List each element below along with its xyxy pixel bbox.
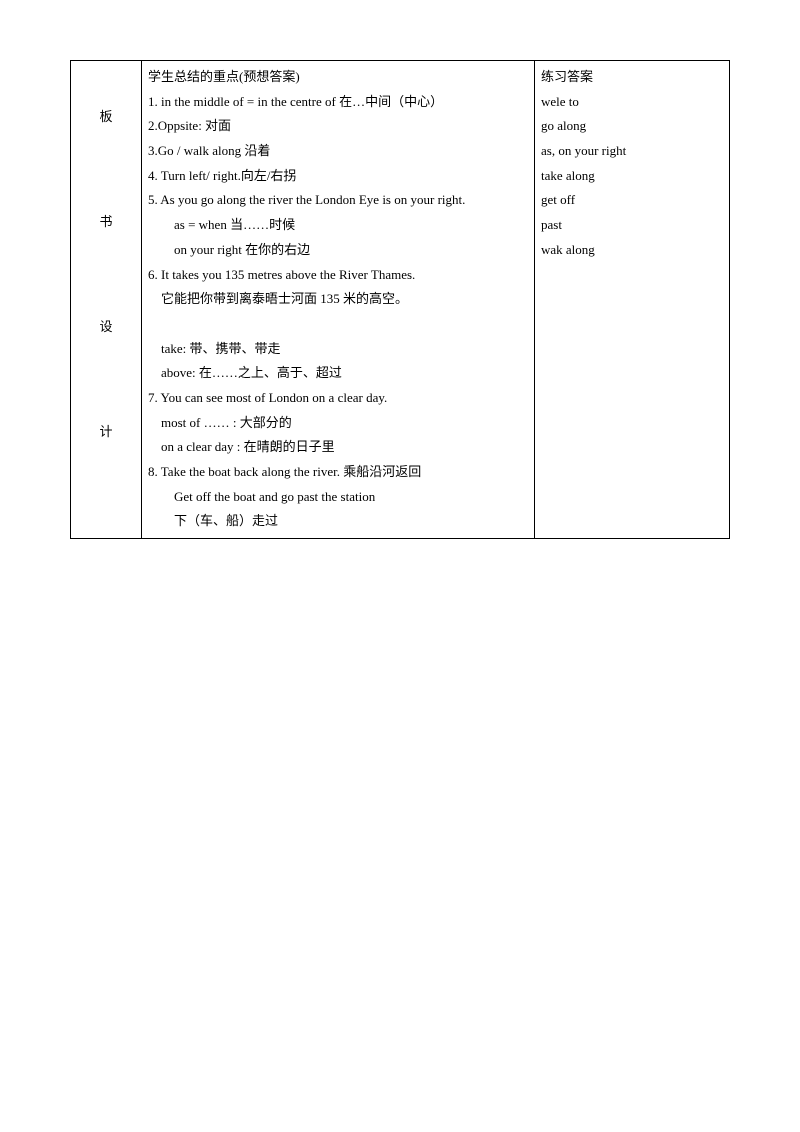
content-line-5b: on your right 在你的右边 [148, 238, 528, 263]
content-line-7: 7. You can see most of London on a clear… [148, 386, 528, 411]
content-line-7b: on a clear day : 在晴朗的日子里 [148, 435, 528, 460]
answers-cell: 练习答案 wele to go along as, on your right … [535, 61, 730, 539]
content-line-1: 1. in the middle of = in the centre of 在… [148, 90, 528, 115]
answer-6: past [541, 213, 723, 238]
content-line-6a: 它能把你带到离泰晤士河面 135 米的高空。 [148, 287, 528, 312]
content-cell: 学生总结的重点(预想答案) 1. in the middle of = in t… [142, 61, 535, 539]
content-line-8b: 下（车、船）走过 [148, 509, 528, 534]
answer-7: wak along [541, 238, 723, 263]
content-line-8: 8. Take the boat back along the river. 乘… [148, 460, 528, 485]
content-line-7a: most of …… : 大部分的 [148, 411, 528, 436]
content-line-6b: take: 带、携带、带走 [148, 337, 528, 362]
answer-3: as, on your right [541, 139, 723, 164]
content-line-4: 4. Turn left/ right.向左/右拐 [148, 164, 528, 189]
answer-2: go along [541, 114, 723, 139]
content-heading: 学生总结的重点(预想答案) [148, 65, 528, 90]
page-container: 板 书 设 计 学生总结的重点(预想答案) 1. in the middle o… [0, 0, 800, 539]
answer-5: get off [541, 188, 723, 213]
answers-heading: 练习答案 [541, 65, 723, 90]
answer-1: wele to [541, 90, 723, 115]
content-blank1 [148, 312, 528, 337]
label-char-2: 书 [99, 210, 112, 235]
content-line-6: 6. It takes you 135 metres above the Riv… [148, 263, 528, 288]
row-label-cell: 板 书 设 计 [71, 61, 142, 539]
answer-4: take along [541, 164, 723, 189]
content-line-2: 2.Oppsite: 对面 [148, 114, 528, 139]
content-line-8a: Get off the boat and go past the station [148, 485, 528, 510]
content-line-5a: as = when 当……时候 [148, 213, 528, 238]
row-label-vertical: 板 书 设 计 [77, 65, 135, 485]
label-char-1: 板 [99, 105, 112, 130]
content-line-5: 5. As you go along the river the London … [148, 188, 528, 213]
label-char-4: 计 [99, 420, 112, 445]
content-line-6c: above: 在……之上、高于、超过 [148, 361, 528, 386]
content-line-3: 3.Go / walk along 沿着 [148, 139, 528, 164]
lesson-table: 板 书 设 计 学生总结的重点(预想答案) 1. in the middle o… [70, 60, 730, 539]
label-char-3: 设 [99, 315, 112, 340]
